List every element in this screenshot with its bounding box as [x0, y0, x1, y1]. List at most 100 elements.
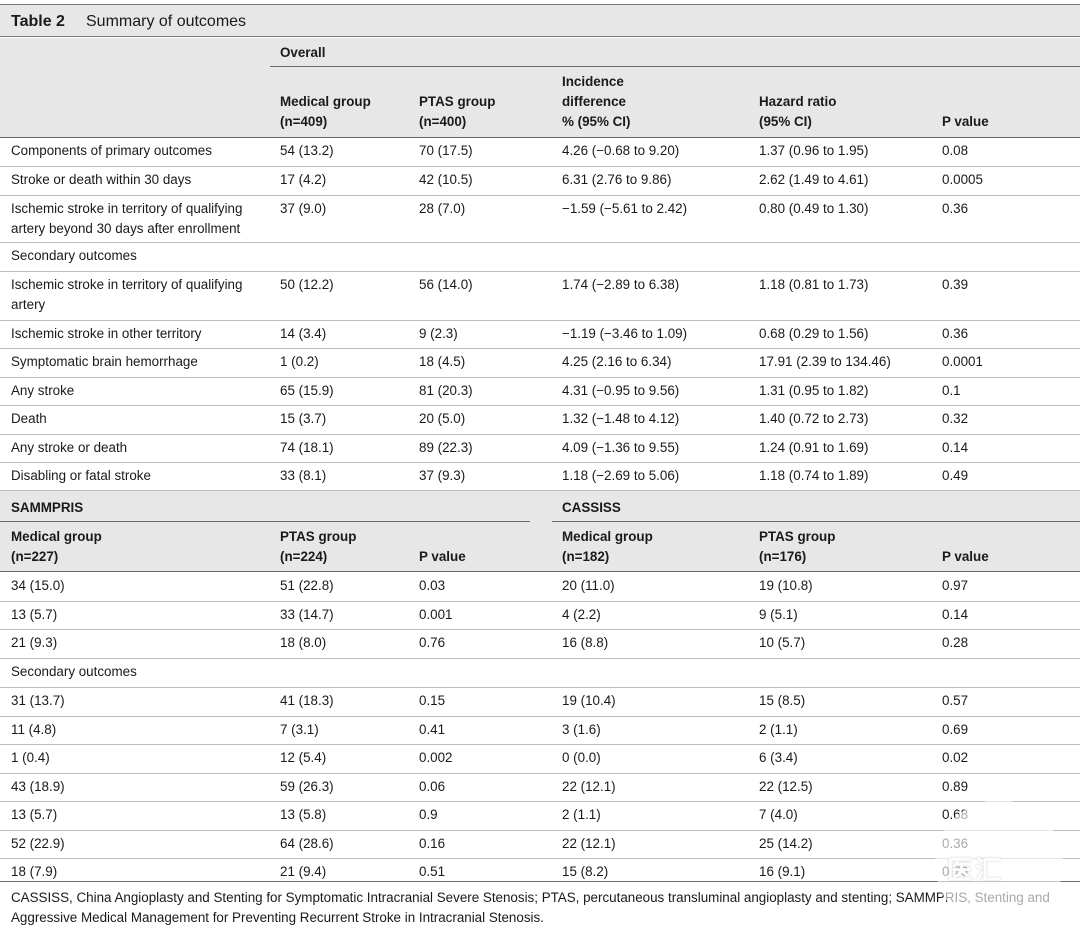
cell-p-value: 0.32 [942, 411, 969, 426]
sammpris-medical: 43 (18.9) [11, 779, 65, 794]
trials-header-bottom-rule [0, 571, 1080, 572]
cell-hazard: 1.37 (0.96 to 1.95) [759, 143, 869, 158]
cassiss-ptas: 25 (14.2) [759, 836, 813, 851]
sammpris-medical: 1 (0.4) [11, 750, 50, 765]
row-divider [0, 377, 1080, 378]
cassiss-p-value: 0.89 [942, 779, 969, 794]
cell-medical: 37 (9.0) [280, 201, 327, 216]
cell-p-value: 0.0005 [942, 172, 983, 187]
sammpris-p-value: 0.9 [419, 807, 438, 822]
cassiss-ptas: 7 (4.0) [759, 807, 798, 822]
sammpris-ptas: 7 (3.1) [280, 722, 319, 737]
cell-incidence: 1.74 (−2.89 to 6.38) [562, 277, 680, 292]
overall-header-rule [270, 66, 1080, 67]
cassiss-ptas: 6 (3.4) [759, 750, 798, 765]
sammpris-ptas: 59 (26.3) [280, 779, 334, 794]
cell-ptas: 28 (7.0) [419, 201, 466, 216]
cell-incidence: 4.26 (−0.68 to 9.20) [562, 143, 680, 158]
sammpris-medical: 13 (5.7) [11, 807, 58, 822]
cell-incidence: −1.59 (−5.61 to 2.42) [562, 201, 688, 216]
sammpris-medical: 52 (22.9) [11, 836, 65, 851]
outcome-label: Secondary outcomes [11, 248, 137, 263]
cell-incidence: 4.25 (2.16 to 6.34) [562, 354, 672, 369]
cassiss-medical: 15 (8.2) [562, 864, 609, 879]
outcome-label: Stroke or death within 30 days [11, 172, 192, 187]
row-divider [0, 195, 1080, 196]
outcome-label: Any stroke [11, 383, 75, 398]
sammpris-ptas: 18 (8.0) [280, 635, 327, 650]
cassiss-ptas: 22 (12.5) [759, 779, 813, 794]
sammpris-p-value: 0.51 [419, 864, 446, 879]
cell-hazard: 1.24 (0.91 to 1.69) [759, 440, 869, 455]
sammpris-header-rule [0, 521, 530, 522]
sammpris-ptas: 51 (22.8) [280, 578, 334, 593]
cell-medical: 14 (3.4) [280, 326, 327, 341]
cassiss-medical: 4 (2.2) [562, 607, 601, 622]
sammpris-ptas: 33 (14.7) [280, 607, 334, 622]
cassiss-medical: 19 (10.4) [562, 693, 616, 708]
row-divider [0, 166, 1080, 167]
col-header-incidence: Incidence difference% (95% CI) [562, 74, 631, 129]
cassiss-ptas: 16 (9.1) [759, 864, 806, 879]
cell-hazard: 0.68 (0.29 to 1.56) [759, 326, 869, 341]
sammpris-p-value: 0.001 [419, 607, 453, 622]
cassiss-medical: 0 (0.0) [562, 750, 601, 765]
outcome-label: Symptomatic brain hemorrhage [11, 354, 198, 369]
cassiss-header-rule [552, 521, 1080, 522]
cell-ptas: 18 (4.5) [419, 354, 466, 369]
watermark-logo: 医汇 [935, 800, 1063, 928]
cassiss-p-value: 0.28 [942, 635, 969, 650]
cell-p-value: 0.0001 [942, 354, 983, 369]
outcome-label: Components of primary outcomes [11, 143, 212, 158]
cell-medical: 1 (0.2) [280, 354, 319, 369]
sammpris-medical: 18 (7.9) [11, 864, 58, 879]
outcome-label: Ischemic stroke in other territory [11, 326, 202, 341]
row-divider [0, 744, 1080, 745]
cell-medical: 33 (8.1) [280, 468, 327, 483]
cassiss-medical: 22 (12.1) [562, 779, 616, 794]
cassiss-medical: 3 (1.6) [562, 722, 601, 737]
cassiss-p-value: 0.57 [942, 693, 969, 708]
cassiss-header: CASSISS [562, 500, 621, 515]
cell-p-value: 0.14 [942, 440, 969, 455]
cell-hazard: 1.18 (0.81 to 1.73) [759, 277, 869, 292]
cell-incidence: 4.09 (−1.36 to 9.55) [562, 440, 680, 455]
cassiss-ptas: 10 (5.7) [759, 635, 806, 650]
cell-ptas: 89 (22.3) [419, 440, 473, 455]
outcome-label: Any stroke or death [11, 440, 128, 455]
cassiss-col-medical: Medical group (n=182) [562, 529, 653, 564]
cell-ptas: 81 (20.3) [419, 383, 473, 398]
row-divider [0, 348, 1080, 349]
cell-p-value: 0.1 [942, 383, 961, 398]
row-divider [0, 629, 1080, 630]
row-divider [0, 658, 1080, 659]
footnote-text: CASSISS, China Angioplasty and Stenting … [11, 890, 1050, 925]
cassiss-medical: 2 (1.1) [562, 807, 601, 822]
cassiss-medical: 22 (12.1) [562, 836, 616, 851]
row-divider [0, 242, 1080, 243]
cell-incidence: 6.31 (2.76 to 9.86) [562, 172, 672, 187]
cassiss-p-value: 0.69 [942, 722, 969, 737]
cell-medical: 50 (12.2) [280, 277, 334, 292]
col-header-ptas: PTAS group (n=400) [419, 94, 496, 129]
overall-group-header: Overall [280, 45, 326, 60]
col-header-medical: Medical group (n=409) [280, 94, 371, 129]
col-header-hazard: Hazard ratio (95% CI) [759, 94, 837, 129]
row-divider [0, 801, 1080, 802]
cassiss-medical: 16 (8.8) [562, 635, 609, 650]
row-divider [0, 601, 1080, 602]
header-bottom-rule [0, 137, 1080, 138]
cell-ptas: 9 (2.3) [419, 326, 458, 341]
cell-p-value: 0.36 [942, 326, 969, 341]
cell-hazard: 2.62 (1.49 to 4.61) [759, 172, 869, 187]
cell-hazard: 0.80 (0.49 to 1.30) [759, 201, 869, 216]
cell-p-value: 0.08 [942, 143, 969, 158]
cell-medical: 65 (15.9) [280, 383, 334, 398]
cell-hazard: 1.18 (0.74 to 1.89) [759, 468, 869, 483]
cell-incidence: 1.32 (−1.48 to 4.12) [562, 411, 680, 426]
sammpris-p-value: 0.002 [419, 750, 453, 765]
cell-hazard: 17.91 (2.39 to 134.46) [759, 354, 891, 369]
sammpris-ptas: 21 (9.4) [280, 864, 327, 879]
row-divider [0, 320, 1080, 321]
cell-medical: 74 (18.1) [280, 440, 334, 455]
